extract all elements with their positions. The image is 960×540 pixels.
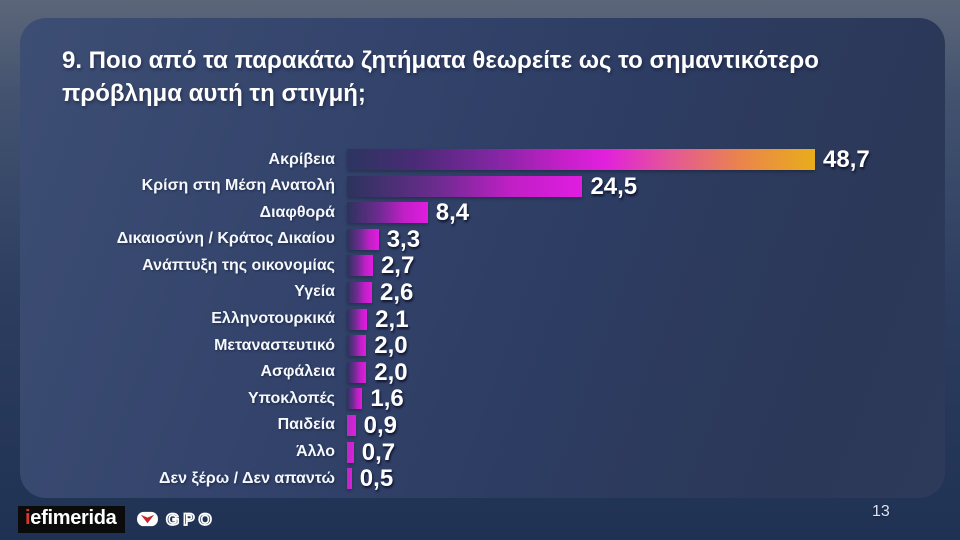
chart-row: Ασφάλεια 2,0 — [62, 358, 870, 386]
category-label: Διαφθορά — [259, 203, 335, 221]
page-number: 13 — [872, 503, 890, 520]
bar-area: 48,7 — [347, 146, 870, 173]
value-label: 0,5 — [359, 465, 394, 493]
value-label: 1,6 — [370, 385, 404, 413]
bar — [347, 414, 356, 436]
bar-area: 2,0 — [347, 332, 408, 360]
category-label: Μεταναστευτικό — [214, 336, 335, 354]
category-label: Δεν ξέρω / Δεν απαντώ — [159, 469, 335, 487]
bar-area: 0,7 — [347, 438, 396, 466]
gpo-wordmark: GPO — [165, 509, 216, 529]
value-label: 24,5 — [590, 172, 638, 200]
category-label: Ακρίβεια — [268, 150, 335, 168]
bar — [347, 228, 379, 250]
bar — [347, 255, 373, 277]
bar-area: 24,5 — [347, 172, 638, 200]
bar — [347, 335, 367, 357]
bar — [347, 388, 363, 410]
category-label: Ελληνοτουρκικά — [211, 310, 335, 328]
value-label: 2,7 — [380, 252, 415, 280]
chart-row: Υποκλοπές 1,6 — [62, 385, 870, 413]
value-label: 0,7 — [361, 438, 396, 466]
chart-row: Δεν ξέρω / Δεν απαντώ 0,5 — [62, 465, 870, 493]
gpo-wordmark-text: GPO — [166, 510, 216, 529]
gpo-emblem-icon — [137, 511, 158, 526]
bar-area: 0,5 — [347, 465, 394, 493]
bar — [347, 361, 367, 383]
category-label: Ανάπτυξη της οικονομίας — [142, 256, 335, 274]
value-label: 3,3 — [386, 225, 421, 253]
gpo-logo: GPO — [136, 509, 231, 529]
bar — [347, 175, 583, 197]
bar-area: 1,6 — [347, 385, 404, 413]
chart-row: Κρίση στη Μέση Ανατολή 24,5 — [62, 172, 870, 200]
bar-area: 0,9 — [347, 411, 398, 439]
bar-area: 2,0 — [347, 358, 408, 386]
category-label: Παιδεία — [277, 416, 335, 434]
chart-row: Ακρίβεια 48,7 — [62, 146, 870, 173]
chart-row: Ανάπτυξη της οικονομίας 2,7 — [62, 252, 870, 280]
value-label: 8,4 — [435, 199, 470, 227]
bar — [347, 202, 428, 224]
bar — [347, 441, 354, 463]
category-label: Άλλο — [296, 443, 335, 461]
chart-row: Μεταναστευτικό 2,0 — [62, 332, 870, 360]
iefimerida-logo-i: i — [25, 507, 31, 529]
question-title: 9. Ποιο από τα παρακάτω ζητήματα θεωρείτ… — [62, 47, 819, 107]
bar-area: 2,7 — [347, 252, 415, 280]
value-label: 0,9 — [363, 411, 398, 439]
iefimerida-logo: iefimerida — [18, 506, 125, 533]
chart-row: Δικαιοσύνη / Κράτος Δικαίου 3,3 — [62, 225, 870, 253]
bar-area: 8,4 — [347, 199, 470, 227]
category-label: Υποκλοπές — [248, 389, 335, 407]
category-label: Ασφάλεια — [260, 363, 335, 381]
bar — [347, 281, 372, 303]
bar — [347, 308, 368, 330]
bar — [347, 149, 815, 170]
value-label: 2,1 — [375, 305, 409, 333]
bar-area: 2,6 — [347, 278, 414, 306]
chart-row: Παιδεία 0,9 — [62, 411, 870, 439]
value-label: 2,0 — [374, 358, 408, 386]
iefimerida-logo-text: efimerida — [30, 507, 117, 529]
bar-area: 3,3 — [347, 225, 421, 253]
category-label: Κρίση στη Μέση Ανατολή — [141, 177, 335, 195]
chart-row: Υγεία 2,6 — [62, 278, 870, 306]
bar-chart: Ακρίβεια 48,7 Κρίση στη Μέση Ανατολή 24,5 Δι… — [62, 146, 870, 493]
chart-row: Ελληνοτουρκικά 2,1 — [62, 305, 870, 333]
category-label: Δικαιοσύνη / Κράτος Δικαίου — [116, 230, 335, 248]
value-label: 48,7 — [823, 146, 870, 173]
bar-area: 2,1 — [347, 305, 409, 333]
value-label: 2,6 — [379, 278, 414, 306]
value-label: 2,0 — [374, 332, 408, 360]
chart-row: Διαφθορά 8,4 — [62, 199, 870, 227]
chart-row: Άλλο 0,7 — [62, 438, 870, 466]
category-label: Υγεία — [294, 283, 335, 301]
bar — [347, 468, 352, 490]
content-panel: 9. Ποιο από τα παρακάτω ζητήματα θεωρείτ… — [20, 18, 945, 498]
